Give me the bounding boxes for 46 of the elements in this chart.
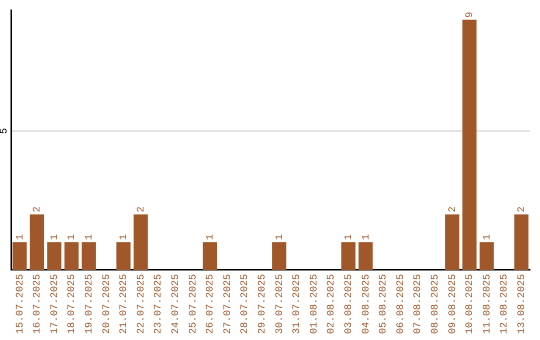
data-label: 1	[50, 234, 61, 240]
data-label: 1	[84, 234, 96, 240]
x-tick-label: 11.08.2025	[482, 274, 494, 334]
x-tick-label: 09.08.2025	[448, 274, 459, 334]
data-label: 1	[482, 234, 494, 240]
x-tick-label: 30.07.2025	[274, 274, 286, 334]
x-tick-label: 04.08.2025	[361, 274, 372, 334]
x-tick-label: 16.07.2025	[32, 274, 44, 334]
data-label: 1	[206, 234, 217, 240]
data-label: 1	[274, 234, 286, 240]
x-tick-label: 17.07.2025	[50, 274, 61, 334]
x-tick-label: 23.07.2025	[154, 274, 165, 334]
data-label: 9	[465, 12, 476, 18]
x-tick-label: 05.08.2025	[378, 274, 390, 334]
x-tick-label: 27.07.2025	[222, 274, 234, 334]
x-tick-label: 29.07.2025	[257, 274, 268, 334]
x-tick-label: 24.07.2025	[170, 274, 182, 334]
data-label: 1	[344, 234, 355, 240]
y-tick-label: 5	[0, 128, 11, 134]
x-tick-label: 25.07.2025	[188, 274, 200, 334]
data-label: 2	[136, 206, 148, 212]
x-tick-label: 10.08.2025	[465, 274, 476, 334]
x-tick-label: 02.08.2025	[326, 274, 338, 334]
x-tick-label: 26.07.2025	[206, 274, 217, 334]
data-label: 2	[32, 206, 44, 212]
x-tick-label: 22.07.2025	[136, 274, 148, 334]
x-tick-label: 06.08.2025	[396, 274, 407, 334]
x-tick-label: 08.08.2025	[430, 274, 442, 334]
data-label: 2	[448, 206, 459, 212]
data-label: 1	[67, 234, 78, 240]
x-tick-label: 03.08.2025	[344, 274, 355, 334]
x-tick-label: 13.08.2025	[516, 274, 528, 334]
data-label: 1	[361, 234, 372, 240]
x-tick-label: 07.08.2025	[413, 274, 424, 334]
x-tick-label: 15.07.2025	[15, 274, 26, 334]
x-tick-label: 18.07.2025	[67, 274, 78, 334]
x-tick-label: 19.07.2025	[84, 274, 96, 334]
x-tick-label: 28.07.2025	[240, 274, 252, 334]
x-tick-label: 31.07.2025	[292, 274, 304, 334]
x-tick-label: 01.08.2025	[309, 274, 320, 334]
data-label: 1	[15, 234, 26, 240]
x-tick-label: 20.07.2025	[102, 274, 113, 334]
x-tick-label: 21.07.2025	[119, 274, 130, 334]
x-tick-label: 12.08.2025	[500, 274, 511, 334]
data-label: 1	[119, 234, 130, 240]
data-label: 2	[516, 206, 528, 212]
